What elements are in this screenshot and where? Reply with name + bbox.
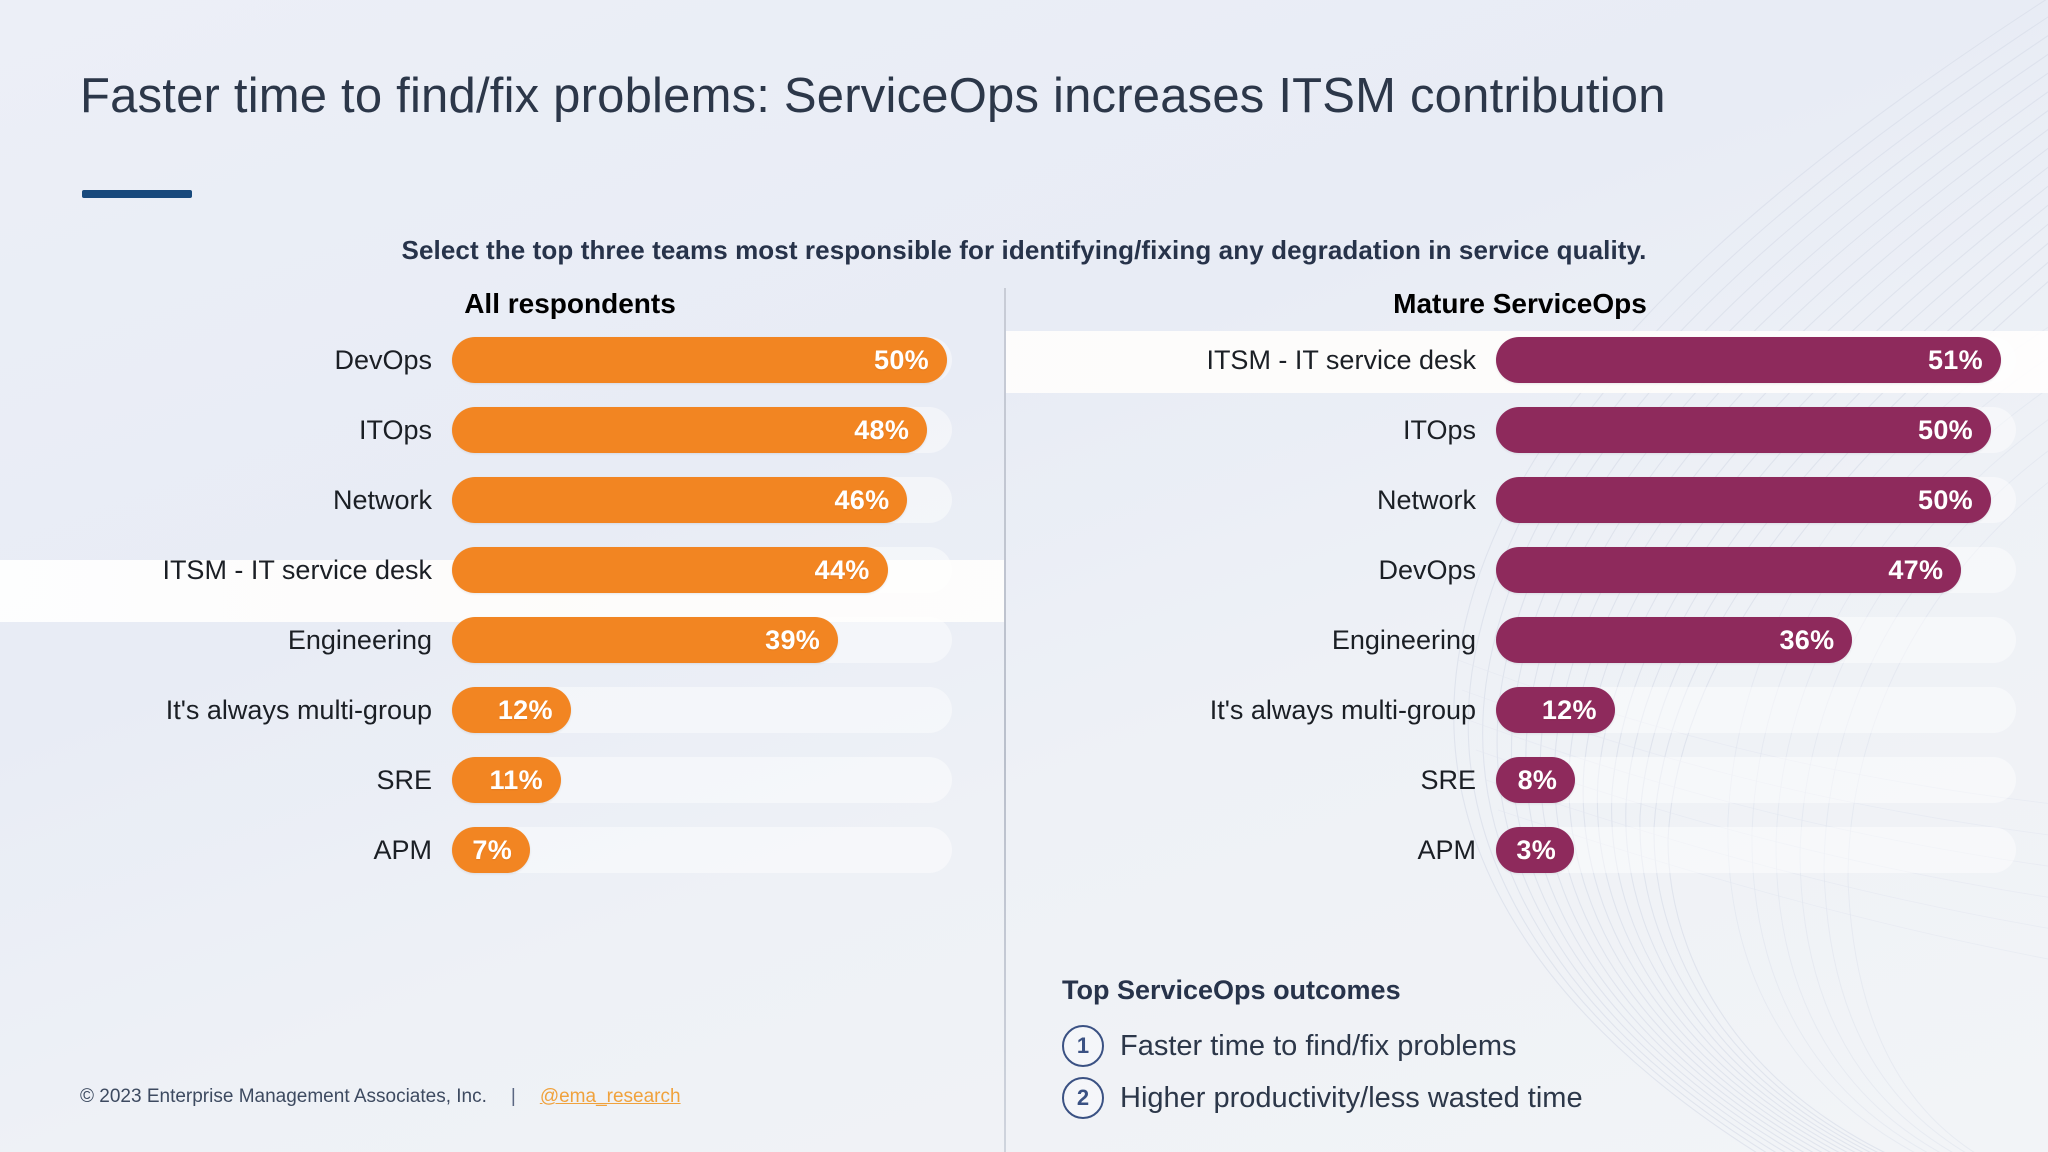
bar-track [1496,757,2016,803]
bar-category-label: SRE [376,765,432,795]
bar-category-label: SRE [1420,765,1476,795]
bar: 36% [1496,617,1853,663]
bar-category-label: Engineering [287,625,432,655]
bar-category-label: ITOps [1402,415,1476,445]
chart-row: SRE 8% [1006,745,2048,815]
chart-all-respondents: DevOps 50% ITOps 48% Network 46% ITSM - IT ser… [0,325,1004,885]
bar: 8% [1496,757,1576,803]
bar: 47% [1496,547,1962,593]
bar-value-label: 48% [854,414,910,445]
bar-category-label: ITSM - IT service desk [1206,345,1476,375]
chart-row: ITSM - IT service desk 51% [1006,325,2048,395]
bar-category-label: APM [373,835,432,865]
bar-value-label: 36% [1779,624,1835,655]
chart-row: Engineering 39% [0,605,1004,675]
title-accent-rule [82,190,192,198]
bar: 11% [452,757,561,803]
chart-row: ITSM - IT service desk 44% [0,535,1004,605]
bar-value-label: 51% [1927,344,1983,375]
social-handle-link[interactable]: @ema_research [539,1086,681,1107]
chart-row: SRE 11% [0,745,1004,815]
bar: 50% [1496,477,1991,523]
bar-value-label: 3% [1516,834,1556,865]
outcome-text: Higher productivity/less wasted time [1120,1081,1583,1114]
bar: 50% [1496,407,1991,453]
list-item: 2 Higher productivity/less wasted time [1062,1072,1962,1124]
bar-value-label: 8% [1517,764,1558,795]
bar: 46% [452,477,908,523]
bar-value-label: 12% [497,694,553,725]
bar-value-label: 47% [1888,554,1944,585]
survey-question: Select the top three teams most responsi… [401,235,1647,265]
chart-row: APM 7% [0,815,1004,885]
chart-row: DevOps 47% [1006,535,2048,605]
bar-category-label: It's always multi-group [165,695,432,725]
bar-value-label: 39% [765,624,821,655]
bar-category-label: Network [332,485,432,515]
bar-value-label: 12% [1541,694,1597,725]
chart-mature-serviceops: ITSM - IT service desk 51% ITOps 50% Network… [1006,325,2048,885]
panel-heading-mature-serviceops: Mature ServiceOps [1393,288,1647,319]
bar: 50% [452,337,947,383]
top-outcomes-section: Top ServiceOps outcomes 1 Faster time to… [1062,975,1962,1124]
bar: 12% [1496,687,1615,733]
copyright-text: © 2023 Enterprise Management Associates,… [80,1086,487,1107]
bar: 39% [452,617,839,663]
bar-track [1496,827,2016,873]
bar-value-label: 50% [1918,484,1973,515]
bar: 3% [1496,827,1574,873]
bar-value-label: 50% [874,344,929,375]
bar: 7% [452,827,530,873]
bar: 12% [452,687,571,733]
bar-category-label: Engineering [1331,625,1476,655]
chart-row: It's always multi-group 12% [1006,675,2048,745]
chart-row: ITOps 48% [0,395,1004,465]
bar-category-label: ITSM - IT service desk [162,555,432,585]
bar-category-label: Network [1376,485,1476,515]
outcome-number-badge: 1 [1062,1025,1104,1067]
chart-row: Engineering 36% [1006,605,2048,675]
chart-row: Network 46% [0,465,1004,535]
bar-value-label: 7% [472,834,512,865]
bar-value-label: 44% [814,554,870,585]
bar-category-label: APM [1417,835,1476,865]
bar: 44% [452,547,888,593]
footer: © 2023 Enterprise Management Associates,… [80,1086,681,1108]
outcome-text: Faster time to find/fix problems [1120,1029,1517,1062]
chart-row: Network 50% [1006,465,2048,535]
outcome-number-badge: 2 [1062,1077,1104,1119]
bar: 48% [452,407,928,453]
chart-row: ITOps 50% [1006,395,2048,465]
panel-divider [1004,288,1006,1152]
bar-track [452,827,952,873]
slide-title: Faster time to find/fix problems: Servic… [80,69,1666,123]
bar-value-label: 11% [489,764,543,795]
bar-value-label: 50% [1918,414,1973,445]
bar: 51% [1496,337,2001,383]
chart-row: APM 3% [1006,815,2048,885]
bar-category-label: DevOps [334,345,432,375]
list-item: 1 Faster time to find/fix problems [1062,1020,1962,1072]
bar-category-label: It's always multi-group [1209,695,1476,725]
bar-category-label: ITOps [358,415,432,445]
bar-category-label: DevOps [1378,555,1476,585]
bar-value-label: 46% [834,484,890,515]
footer-separator: | [510,1086,516,1107]
chart-row: DevOps 50% [0,325,1004,395]
outcomes-title: Top ServiceOps outcomes [1062,975,1401,1005]
chart-row: It's always multi-group 12% [0,675,1004,745]
panel-heading-all-respondents: All respondents [464,288,676,319]
